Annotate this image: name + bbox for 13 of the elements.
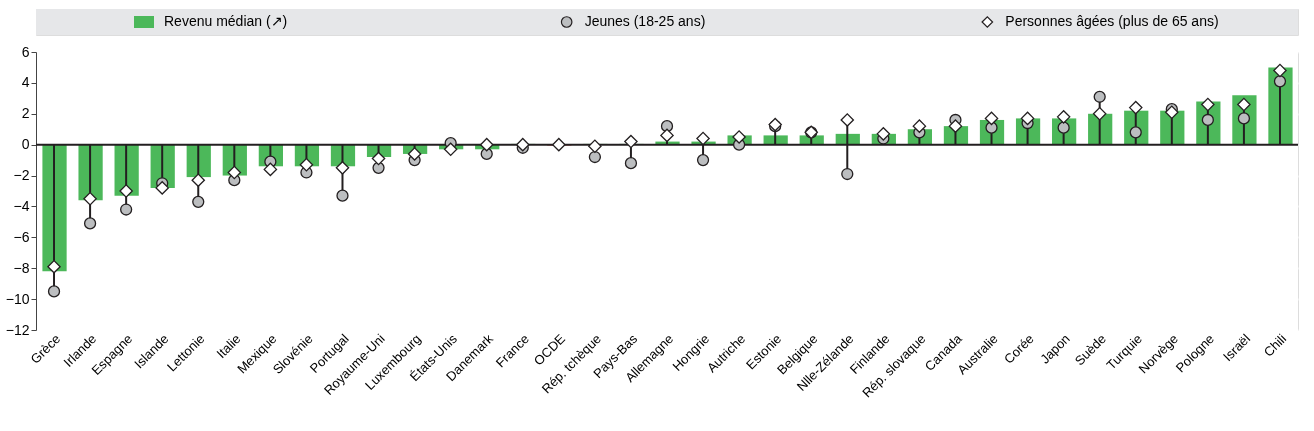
legend-label: Jeunes (18-25 ans): [584, 13, 706, 29]
y-tick-label: 6: [21, 43, 30, 60]
y-tick-label: −6: [13, 228, 30, 245]
y-tick-label: 4: [21, 74, 30, 91]
y-tick-label: −2: [13, 167, 30, 184]
legend-label: Revenu médian (↗): [164, 13, 288, 29]
y-tick-label: −8: [13, 259, 30, 276]
legend-label: Personnes âgées (plus de 65 ans): [1005, 13, 1219, 29]
y-tick-label: 0: [21, 136, 30, 153]
y-tick-label: −10: [5, 290, 30, 307]
y-tick-label: −4: [13, 197, 30, 214]
y-tick-label: 2: [21, 105, 30, 122]
y-tick-label: −12: [5, 321, 30, 338]
